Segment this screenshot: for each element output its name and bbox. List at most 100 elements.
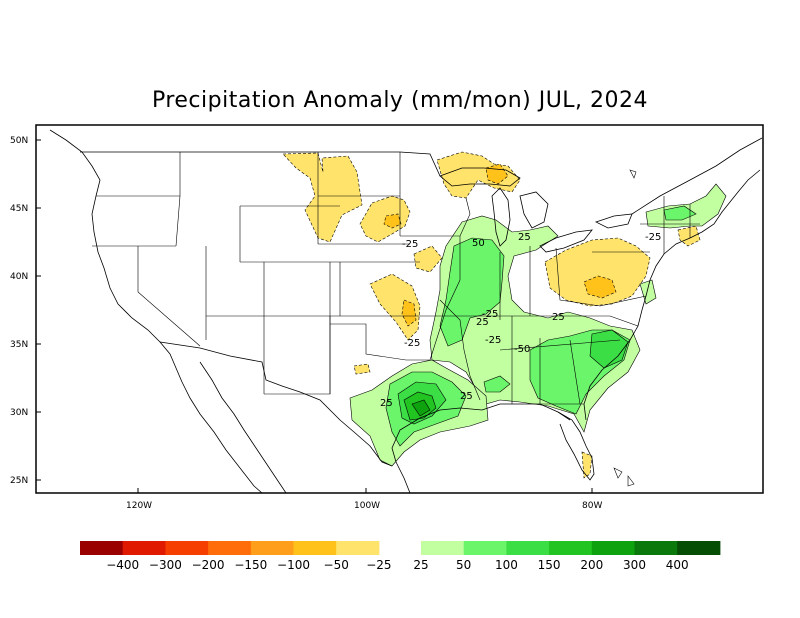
state-border-mississippi-river bbox=[439, 299, 481, 401]
wet-region-mid-atlantic bbox=[639, 279, 657, 305]
legend-label: −50 bbox=[324, 558, 349, 572]
contour-label: -25 bbox=[402, 239, 418, 250]
legend-label: 100 bbox=[495, 558, 518, 572]
legend-label: −400 bbox=[106, 558, 139, 572]
small-islands bbox=[613, 169, 637, 487]
legend-swatch-wet bbox=[506, 541, 550, 555]
great-lake-huron bbox=[519, 191, 549, 229]
island-atlantic bbox=[629, 169, 637, 179]
legend-swatch-dry bbox=[80, 541, 124, 555]
legend-swatch-dry bbox=[336, 541, 380, 555]
legend-label: 150 bbox=[538, 558, 561, 572]
great-lake-ontario bbox=[594, 213, 633, 229]
contour-label: 25 bbox=[552, 312, 565, 323]
island-bahamas bbox=[613, 467, 635, 487]
legend-label: 300 bbox=[623, 558, 646, 572]
legend-label: −25 bbox=[366, 558, 391, 572]
legend-swatch-dry bbox=[165, 541, 209, 555]
contour-label: -25 bbox=[485, 335, 501, 346]
lon-label: 80W bbox=[582, 501, 602, 511]
lat-label: 45N bbox=[10, 204, 28, 214]
wet-region-southeast-core bbox=[589, 329, 629, 369]
lon-label: 100W bbox=[354, 501, 380, 511]
contour-label: -50 bbox=[514, 344, 530, 355]
contour-label: -25 bbox=[482, 309, 498, 320]
legend-swatch-wet bbox=[634, 541, 678, 555]
dry-region-florida bbox=[581, 451, 593, 479]
great-lake-superior bbox=[439, 167, 521, 187]
legend-label: −200 bbox=[192, 558, 225, 572]
lat-label: 40N bbox=[10, 272, 28, 282]
mexico-border bbox=[159, 341, 393, 467]
lat-label: 25N bbox=[10, 476, 28, 486]
st-lawrence-region bbox=[631, 137, 763, 215]
state-border-northeast bbox=[592, 196, 700, 254]
dry-region-ohio-valley bbox=[544, 237, 651, 307]
contour-labels: -25 50 25 -25 -25 -25 -25 25 -50 25 25 2… bbox=[380, 232, 661, 409]
state-border-id bbox=[175, 152, 181, 247]
florida-peninsula bbox=[557, 411, 595, 481]
contour-label: -25 bbox=[404, 338, 420, 349]
great-lake-erie bbox=[539, 229, 593, 253]
wet-anomaly-areas bbox=[349, 183, 727, 467]
state-border-southeast bbox=[499, 315, 621, 405]
contour-label: 25 bbox=[518, 232, 531, 243]
state-border-dakotas bbox=[317, 152, 401, 244]
legend-swatch-wet bbox=[463, 541, 507, 555]
legend-label: 400 bbox=[666, 558, 689, 572]
wet-region-houston-300 bbox=[411, 399, 431, 417]
legend-swatch-wet bbox=[591, 541, 635, 555]
legend-swatch-dry bbox=[122, 541, 166, 555]
legend-label: 200 bbox=[580, 558, 603, 572]
contour-label: 25 bbox=[380, 398, 393, 409]
legend-label: 50 bbox=[456, 558, 471, 572]
legend-swatch-dry bbox=[208, 541, 252, 555]
map-title: Precipitation Anomaly (mm/mon) JUL, 2024 bbox=[151, 88, 649, 113]
lat-label: 50N bbox=[10, 136, 28, 146]
legend-labels: −400 −300 −200 −150 −100 −50 −25 25 50 100 150 200 3… bbox=[106, 558, 688, 572]
gulf-coast-mexico bbox=[391, 403, 571, 493]
dry-region-montana-dakotas bbox=[282, 152, 363, 243]
dry-region-kansas-core bbox=[401, 299, 417, 327]
legend-swatch-dry bbox=[250, 541, 294, 555]
great-lake-michigan bbox=[491, 187, 511, 247]
contour-label: 50 bbox=[472, 238, 485, 249]
lat-label: 30N bbox=[10, 408, 28, 418]
state-border-ne-ks-ok bbox=[318, 243, 424, 317]
legend-label: 25 bbox=[413, 558, 428, 572]
longitude-axis bbox=[137, 488, 593, 493]
atlantic-coast bbox=[583, 169, 761, 421]
state-border-midwest bbox=[400, 197, 510, 361]
state-border-west-verticals bbox=[205, 206, 331, 394]
latitude-labels: 50N 45N 40N 35N 30N 25N bbox=[10, 136, 28, 486]
state-border-nm-tx bbox=[264, 316, 331, 395]
state-border-tx-ok bbox=[330, 323, 430, 361]
dry-region-texas-panhandle bbox=[353, 363, 371, 375]
dry-region-ohio-core bbox=[583, 275, 617, 299]
legend-label: −100 bbox=[277, 558, 310, 572]
wet-region-alabama bbox=[483, 375, 511, 393]
pacific-coast bbox=[49, 129, 263, 493]
wet-region-northeast-mid bbox=[663, 205, 697, 221]
legend-swatch-wet bbox=[677, 541, 721, 555]
contour-label: 25 bbox=[460, 391, 473, 402]
dry-region-iowa-illinois bbox=[413, 245, 443, 273]
contour-label: 25 bbox=[476, 317, 489, 328]
dry-anomaly-areas bbox=[282, 151, 701, 479]
dry-region-nebraska-core bbox=[383, 213, 402, 229]
state-borders bbox=[92, 152, 700, 405]
dry-region-great-lakes bbox=[436, 151, 521, 199]
contour-label: -25 bbox=[645, 232, 661, 243]
state-border-nv-ca bbox=[137, 246, 201, 347]
legend-label: −150 bbox=[234, 558, 267, 572]
lat-label: 35N bbox=[10, 340, 28, 350]
baja-east-coast bbox=[199, 361, 287, 493]
longitude-labels: 120W 100W 80W bbox=[126, 501, 602, 511]
legend-label: −300 bbox=[149, 558, 182, 572]
latitude-axis bbox=[36, 139, 41, 481]
lon-label: 120W bbox=[126, 501, 152, 511]
legend-swatch-dry bbox=[293, 541, 337, 555]
legend-swatch-wet bbox=[421, 541, 465, 555]
state-border-ohio-valley bbox=[499, 246, 647, 327]
